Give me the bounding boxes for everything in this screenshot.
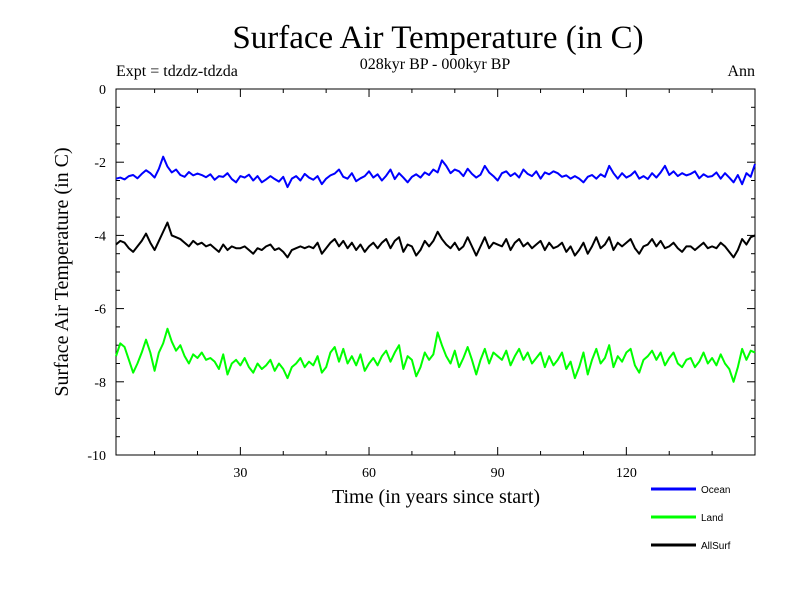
y-tick-label: -8 (94, 376, 106, 391)
experiment-label: Expt = tdzdz-tdzda (116, 63, 238, 80)
chart-subtitle: 028kyr BP - 000kyr BP (360, 56, 511, 73)
x-tick-label: 120 (616, 466, 637, 481)
x-axis-label: Time (in years since start) (332, 486, 540, 508)
y-axis-label: Surface Air Temperature (in C) (51, 147, 73, 396)
axis-ticks: 0 -2 -4 -6 -8 -10 30 60 90 120 (87, 83, 755, 481)
series-line-allsurf (115, 221, 756, 259)
legend-label-ocean: Ocean (701, 485, 730, 496)
x-tick-label: 30 (233, 466, 247, 481)
y-tick-label: 0 (99, 83, 106, 98)
y-tick-label: -2 (94, 156, 106, 171)
series-line-land (115, 327, 756, 383)
series-lines (115, 155, 756, 383)
y-tick-label: -6 (94, 303, 106, 318)
season-label: Ann (727, 63, 755, 80)
plot-frame (115, 88, 756, 456)
y-tick-label: -10 (87, 449, 106, 464)
x-tick-label: 60 (362, 466, 376, 481)
legend: Ocean Land AllSurf (651, 485, 731, 552)
legend-label-allsurf: AllSurf (701, 541, 731, 552)
y-tick-label: -4 (94, 229, 106, 244)
chart-title: Surface Air Temperature (in C) (232, 20, 643, 56)
x-tick-label: 90 (491, 466, 505, 481)
series-line-ocean (115, 155, 756, 189)
legend-label-land: Land (701, 513, 723, 524)
